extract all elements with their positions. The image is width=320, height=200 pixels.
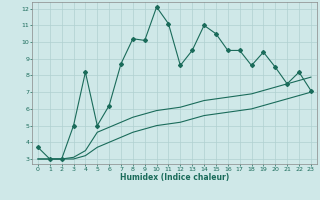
X-axis label: Humidex (Indice chaleur): Humidex (Indice chaleur) bbox=[120, 173, 229, 182]
